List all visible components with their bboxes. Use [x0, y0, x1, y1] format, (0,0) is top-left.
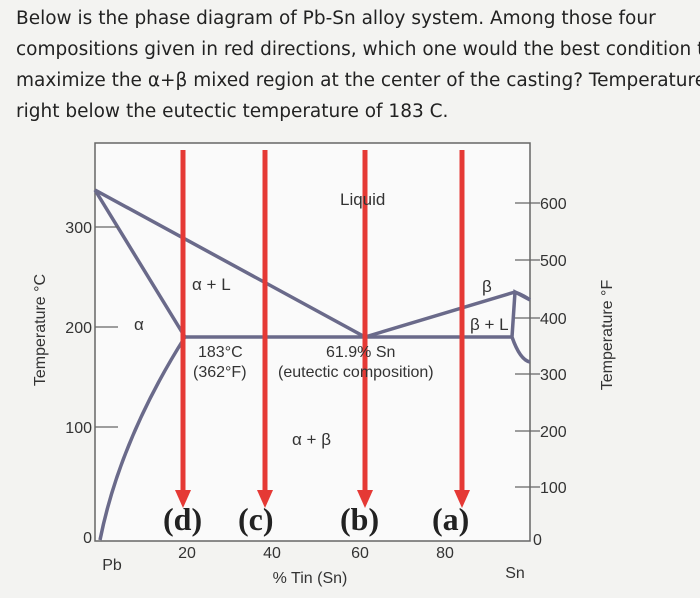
eutectic-temp-f: (362°F) [193, 364, 247, 381]
y2-tick-label: 500 [540, 253, 567, 270]
y2-tick-label: 100 [540, 480, 567, 497]
question-line: maximize the α+β mixed region at the cen… [16, 70, 700, 91]
x-axis-label: % Tin (Sn) [273, 570, 348, 587]
frame [94, 142, 531, 542]
arrow-label: (d) [163, 501, 202, 537]
x-end-label: Pb [102, 557, 122, 574]
ticks [95, 202, 540, 488]
y-tick-label: 100 [65, 420, 92, 437]
y2-tick-label: 200 [540, 424, 567, 441]
y-tick-label: 200 [65, 320, 92, 337]
question-line: right below the eutectic temperature of … [16, 101, 449, 122]
red-arrows [175, 150, 470, 508]
y2-tick-label: 300 [540, 367, 567, 384]
eutectic-composition: 61.9% Sn [326, 344, 395, 361]
y2-tick-label: 600 [540, 196, 567, 213]
arrow-label: (a) [432, 501, 469, 537]
region-label: Liquid [340, 190, 385, 209]
region-label: α + L [192, 275, 231, 294]
y2-tick-label: 400 [540, 311, 567, 328]
y-tick-label: 300 [65, 220, 92, 237]
y-axis-label: Temperature °C [32, 274, 49, 386]
y2-tick-label: 0 [533, 532, 542, 549]
eutectic-temp-c: 183°C [198, 344, 243, 361]
arrow-label: (c) [238, 501, 274, 537]
y-tick-label: 0 [83, 530, 92, 547]
region-label: β + L [470, 315, 509, 334]
y2-axis-label: Temperature °F [599, 280, 616, 391]
x-tick-label: 40 [263, 545, 281, 562]
eutectic-note: (eutectic composition) [278, 364, 434, 381]
arrow-label: (b) [340, 501, 379, 537]
region-label: α + β [292, 430, 331, 449]
x-tick-label: 20 [178, 545, 196, 562]
question-line: compositions given in red directions, wh… [16, 39, 700, 60]
question-line: Below is the phase diagram of Pb-Sn allo… [16, 8, 656, 29]
region-label: α [134, 315, 144, 334]
x-end-label: Sn [505, 565, 525, 582]
region-label: β [482, 277, 492, 296]
x-tick-label: 80 [436, 545, 454, 562]
x-tick-label: 60 [351, 545, 369, 562]
